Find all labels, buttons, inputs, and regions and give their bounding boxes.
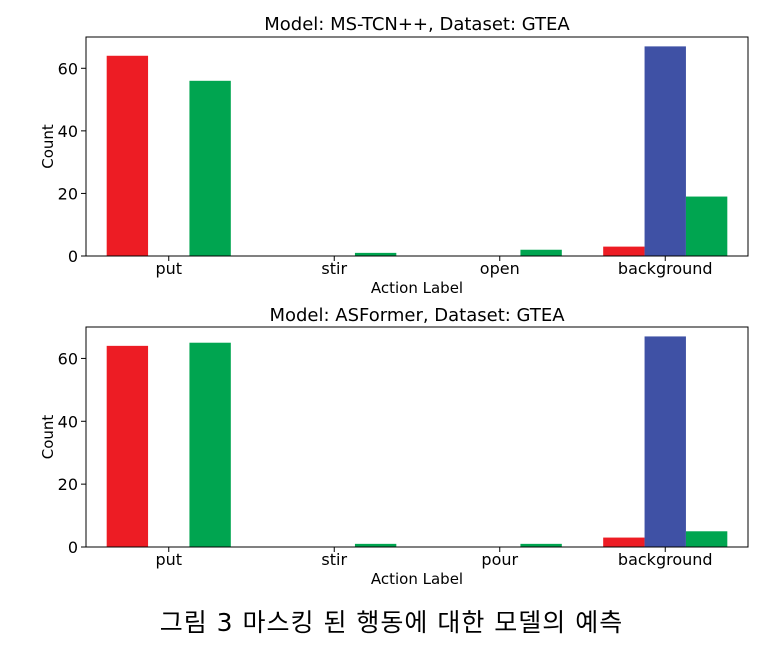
bar-series3-background <box>685 531 728 547</box>
x-tick-label: pour <box>481 550 518 569</box>
x-tick-label: put <box>155 550 182 569</box>
y-tick-label: 0 <box>68 247 78 266</box>
chart-title: Model: ASFormer, Dataset: GTEA <box>269 305 565 326</box>
x-tick-label: background <box>618 550 713 569</box>
x-tick-label: stir <box>321 259 347 278</box>
bar-series1-put <box>106 55 149 257</box>
chart-top: 0 20 40 60 put stir open background Model: MS-TC… <box>39 14 749 297</box>
chart-title: Model: MS-TCN++, Dataset: GTEA <box>264 14 570 35</box>
plot-frame <box>85 326 749 548</box>
y-tick-label: 60 <box>58 59 78 78</box>
y-axis-label: Count <box>39 415 57 460</box>
figure-caption: 그림 3 마스킹 된 행동에 대한 모델의 예측 <box>159 608 624 637</box>
x-tick-label: put <box>155 259 182 278</box>
y-tick-label: 20 <box>58 184 78 203</box>
bar-series3-put <box>189 80 231 256</box>
y-tick-label: 20 <box>58 475 78 494</box>
x-tick-label: background <box>618 259 713 278</box>
x-axis-label: Action Label <box>371 570 463 588</box>
y-tick-label: 40 <box>58 412 78 431</box>
y-tick-label: 0 <box>68 538 78 557</box>
bar-series3-open <box>520 249 562 256</box>
bar-series1-background <box>603 246 645 256</box>
x-tick-label: stir <box>321 550 347 569</box>
x-axis-label: Action Label <box>371 279 463 297</box>
bar-series3-pour <box>520 543 562 547</box>
bar-series1-background <box>603 537 645 547</box>
bar-series2-background <box>644 336 686 547</box>
y-axis-label: Count <box>39 124 57 169</box>
bar-series3-background <box>685 196 728 256</box>
bar-series1-put <box>106 345 149 547</box>
x-tick-label: open <box>480 259 520 278</box>
figure: 0 20 40 60 put stir open background Model: MS-TC… <box>39 14 749 588</box>
bar-series3-put <box>189 342 231 547</box>
chart-bottom: 0 20 40 60 put stir pour background Model: ASFor… <box>39 305 749 588</box>
bar-series3-stir <box>354 252 397 256</box>
y-tick-label: 40 <box>58 122 78 141</box>
y-tick-label: 60 <box>58 349 78 368</box>
bar-series3-stir <box>354 543 397 547</box>
plot-frame <box>85 36 749 257</box>
bar-series2-background <box>644 46 686 257</box>
